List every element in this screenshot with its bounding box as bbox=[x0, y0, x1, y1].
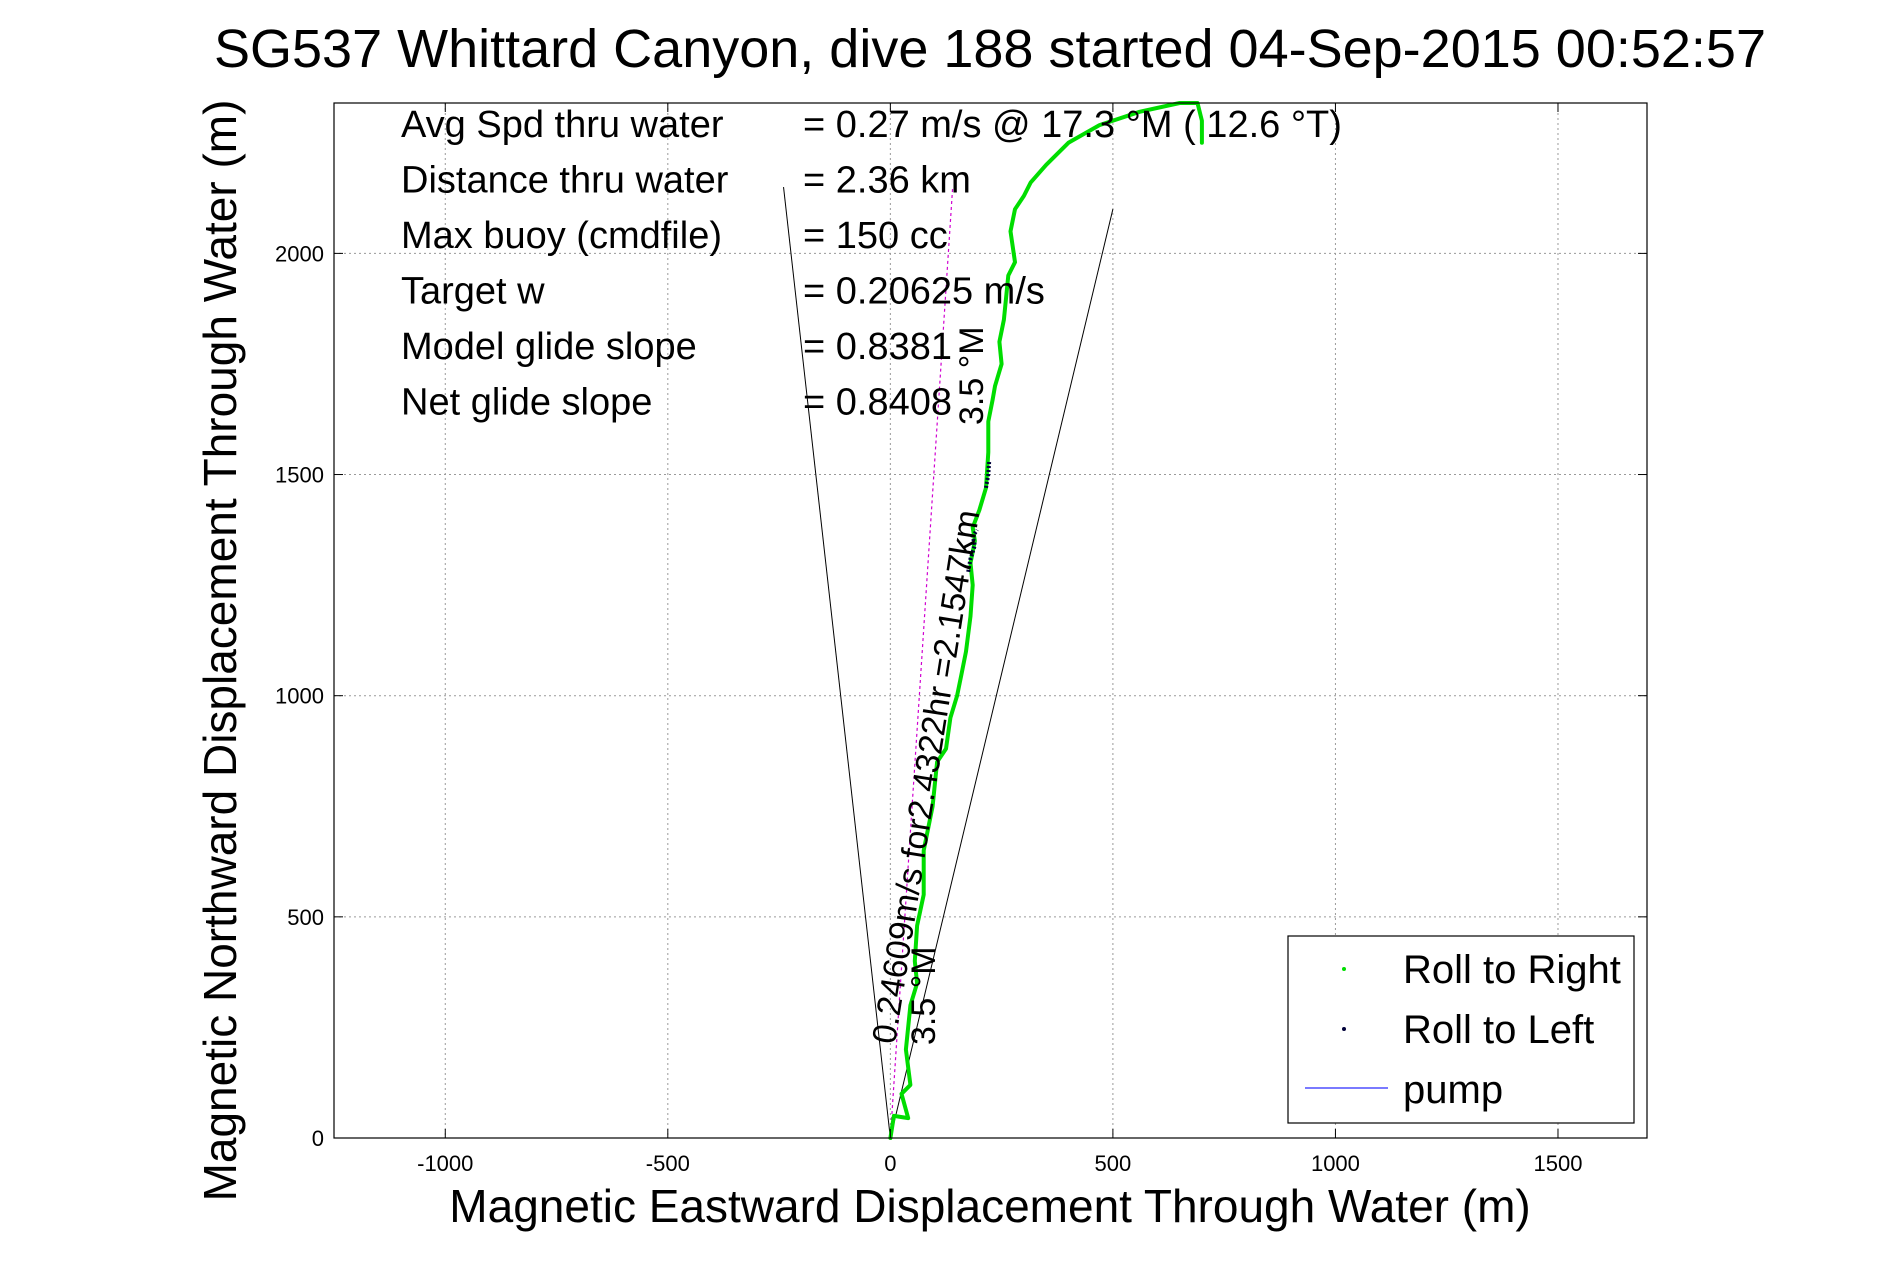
roll-right-track bbox=[888, 101, 1204, 1140]
stat-label: Avg Spd thru water bbox=[401, 104, 724, 146]
stat-value: = 0.27 m/s @ 17.3 °M ( 12.6 °T) bbox=[803, 104, 1342, 146]
x-axis-label: Magnetic Eastward Displacement Through W… bbox=[449, 1180, 1530, 1232]
x-tick-label: -1000 bbox=[417, 1151, 473, 1176]
stat-value: = 0.8381 bbox=[803, 326, 952, 368]
x-tick-label: 1500 bbox=[1534, 1151, 1583, 1176]
legend-label: Roll to Right bbox=[1403, 948, 1621, 992]
stat-value: = 0.8408 bbox=[803, 382, 952, 424]
stat-label: Model glide slope bbox=[401, 326, 697, 368]
stat-value: = 2.36 km bbox=[803, 160, 971, 202]
y-tick-label: 1000 bbox=[275, 684, 324, 709]
chart-title: SG537 Whittard Canyon, dive 188 started … bbox=[214, 19, 1766, 79]
legend-marker bbox=[1342, 967, 1346, 971]
axis-ticks: -1000 -500 0 500 1000 1500 0 500 1000 1500 2000 bbox=[275, 103, 1647, 1176]
cone-lines bbox=[783, 186, 1114, 1139]
stat-label: Max buoy (cmdfile) bbox=[401, 215, 722, 257]
x-tick-label: 500 bbox=[1095, 1151, 1132, 1176]
y-tick-label: 500 bbox=[287, 905, 324, 930]
stat-value: = 150 cc bbox=[803, 215, 948, 257]
y-tick-label: 2000 bbox=[275, 241, 324, 266]
y-tick-label: 1500 bbox=[275, 463, 324, 488]
y-tick-label: 0 bbox=[312, 1126, 324, 1151]
roll-left-segment bbox=[966, 528, 979, 573]
stat-label: Target w bbox=[401, 271, 545, 313]
stat-label: Distance thru water bbox=[401, 160, 729, 202]
cone-line bbox=[783, 186, 891, 1139]
y-axis-label: Magnetic Northward Displacement Through … bbox=[194, 100, 246, 1202]
roll-left-segment bbox=[984, 461, 992, 489]
stat-label: Net glide slope bbox=[401, 382, 652, 424]
cone-line bbox=[889, 209, 1114, 1139]
legend-label: Roll to Left bbox=[1403, 1008, 1594, 1052]
legend-marker bbox=[1342, 1027, 1346, 1031]
x-tick-label: 1000 bbox=[1311, 1151, 1360, 1176]
heading-label-bottom: 3.5 °M bbox=[905, 946, 943, 1045]
x-tick-label: -500 bbox=[646, 1151, 690, 1176]
x-tick-label: 0 bbox=[884, 1151, 896, 1176]
heading-label-top: 3.5 °M bbox=[953, 326, 991, 425]
legend-label: pump bbox=[1403, 1068, 1503, 1112]
stat-value: = 0.20625 m/s bbox=[803, 271, 1045, 313]
legend: Roll to Right Roll to Left pump bbox=[1287, 935, 1635, 1124]
plot-frame bbox=[333, 102, 1648, 1139]
heading-line bbox=[889, 186, 954, 1139]
dive-track bbox=[888, 101, 1204, 1140]
dive-statistics: Avg Spd thru water = 0.27 m/s @ 17.3 °M (… bbox=[401, 104, 1342, 424]
